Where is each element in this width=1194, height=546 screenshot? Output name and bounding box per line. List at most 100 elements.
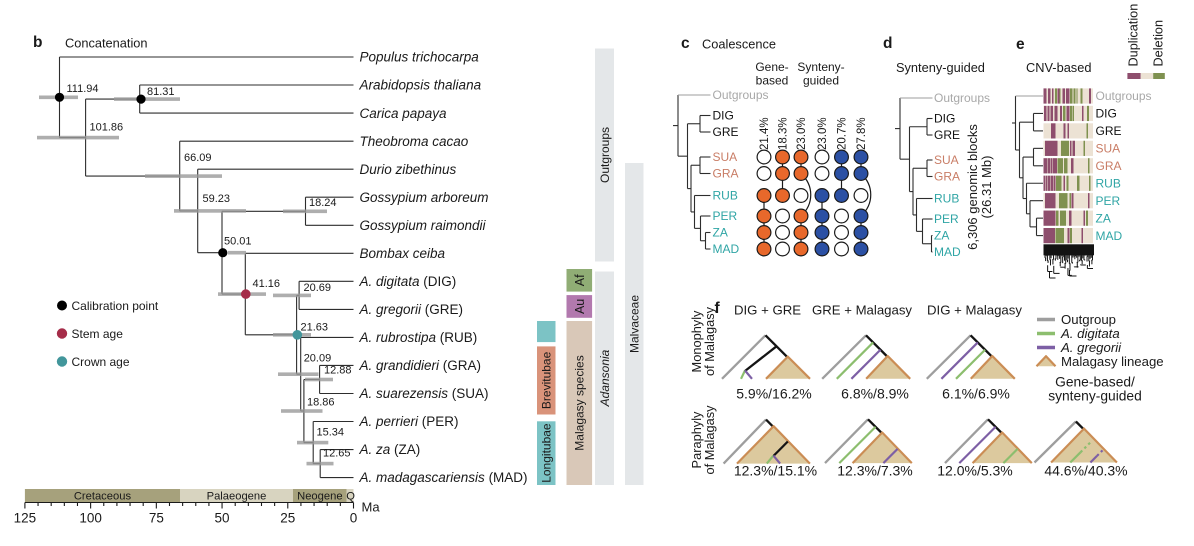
- svg-text:Ma: Ma: [362, 500, 381, 515]
- svg-text:81.31: 81.31: [147, 86, 175, 98]
- svg-text:66.09: 66.09: [184, 152, 212, 164]
- svg-text:A. suarezensis (SUA): A. suarezensis (SUA): [359, 386, 489, 401]
- svg-text:18.86: 18.86: [307, 397, 335, 409]
- svg-text:15.34: 15.34: [317, 427, 345, 439]
- svg-text:Outgroups: Outgroups: [1096, 89, 1152, 103]
- svg-text:SUA: SUA: [713, 150, 738, 164]
- svg-text:Adansonia: Adansonia: [598, 349, 612, 407]
- svg-text:0: 0: [350, 510, 358, 525]
- svg-text:A. madagascariensis (MAD): A. madagascariensis (MAD): [359, 470, 528, 485]
- svg-text:100: 100: [79, 510, 102, 525]
- svg-text:12.65: 12.65: [323, 448, 351, 460]
- svg-text:PER: PER: [713, 209, 738, 223]
- svg-text:23.0%: 23.0%: [796, 117, 808, 150]
- svg-text:CNV-based: CNV-based: [1026, 60, 1091, 75]
- svg-text:Bombax ceiba: Bombax ceiba: [360, 246, 446, 261]
- svg-text:ZA: ZA: [934, 229, 949, 243]
- svg-text:GRA: GRA: [934, 170, 960, 184]
- svg-text:101.86: 101.86: [90, 122, 124, 134]
- svg-text:75: 75: [149, 510, 164, 525]
- svg-text:Theobroma cacao: Theobroma cacao: [360, 134, 469, 149]
- svg-text:20.09: 20.09: [304, 353, 332, 365]
- svg-text:Longitubae: Longitubae: [540, 423, 554, 483]
- svg-text:Brevitubae: Brevitubae: [540, 351, 554, 409]
- svg-text:GRA: GRA: [1096, 159, 1122, 173]
- svg-text:Coalescence: Coalescence: [702, 37, 776, 52]
- svg-text:5.9%/16.2%: 5.9%/16.2%: [736, 386, 812, 402]
- svg-text:A. digitata (DIG): A. digitata (DIG): [359, 274, 457, 289]
- svg-text:Q: Q: [346, 491, 355, 503]
- svg-text:Neogene: Neogene: [297, 491, 342, 503]
- svg-text:(26.31 Mb): (26.31 Mb): [979, 156, 994, 219]
- svg-text:Au: Au: [573, 299, 587, 314]
- svg-text:Deletion: Deletion: [1152, 20, 1166, 67]
- svg-text:Outgroup: Outgroup: [1061, 312, 1116, 327]
- svg-text:based: based: [756, 74, 789, 88]
- svg-text:12.3%/15.1%: 12.3%/15.1%: [734, 463, 817, 479]
- svg-text:Outgroups: Outgroups: [598, 127, 612, 183]
- svg-text:41.16: 41.16: [253, 278, 281, 290]
- svg-text:6.8%/8.9%: 6.8%/8.9%: [841, 386, 909, 402]
- svg-text:ZA: ZA: [713, 226, 728, 240]
- svg-text:RUB: RUB: [713, 189, 738, 203]
- svg-text:Malagasy lineage: Malagasy lineage: [1061, 354, 1164, 369]
- svg-text:PER: PER: [1096, 194, 1121, 208]
- svg-text:PER: PER: [934, 212, 959, 226]
- svg-text:MAD: MAD: [713, 242, 740, 256]
- svg-text:DIG: DIG: [934, 112, 955, 126]
- svg-text:GRA: GRA: [713, 167, 739, 181]
- svg-text:MAD: MAD: [934, 245, 961, 259]
- svg-text:GRE + Malagasy: GRE + Malagasy: [812, 303, 912, 318]
- svg-text:A. digitata: A. digitata: [1060, 326, 1120, 341]
- svg-text:12.88: 12.88: [324, 365, 352, 377]
- svg-text:c: c: [681, 35, 690, 52]
- svg-text:25: 25: [280, 510, 295, 525]
- svg-text:Gene-: Gene-: [755, 60, 788, 74]
- svg-text:12.0%/5.3%: 12.0%/5.3%: [937, 463, 1013, 479]
- svg-text:Monophyly: Monophyly: [689, 310, 704, 372]
- svg-text:RUB: RUB: [934, 192, 959, 206]
- svg-text:6,306 genomic blocks: 6,306 genomic blocks: [965, 124, 980, 250]
- svg-text:12.3%/7.3%: 12.3%/7.3%: [837, 463, 913, 479]
- svg-text:of Malagasy: of Malagasy: [702, 306, 717, 376]
- svg-text:20.7%: 20.7%: [837, 117, 849, 150]
- svg-text:44.6%/40.3%: 44.6%/40.3%: [1044, 463, 1127, 479]
- svg-text:A. za (ZA): A. za (ZA): [359, 442, 421, 457]
- svg-text:synteny-guided: synteny-guided: [1048, 389, 1142, 404]
- svg-text:A. gregorii (GRE): A. gregorii (GRE): [359, 302, 464, 317]
- svg-text:Arabidopsis thaliana: Arabidopsis thaliana: [359, 78, 482, 93]
- svg-text:d: d: [883, 35, 892, 52]
- svg-text:21.63: 21.63: [301, 322, 329, 334]
- svg-text:Gossypium arboreum: Gossypium arboreum: [360, 190, 489, 205]
- svg-text:Durio zibethinus: Durio zibethinus: [360, 162, 457, 177]
- svg-text:Synteny-guided: Synteny-guided: [896, 60, 985, 75]
- svg-text:Cretaceous: Cretaceous: [74, 491, 132, 503]
- svg-text:MAD: MAD: [1096, 229, 1123, 243]
- svg-text:DIG: DIG: [1096, 107, 1117, 121]
- svg-text:50: 50: [215, 510, 230, 525]
- svg-text:18.24: 18.24: [309, 197, 337, 209]
- svg-text:f: f: [715, 300, 721, 317]
- svg-text:A. gregorii: A. gregorii: [1060, 340, 1122, 355]
- svg-text:DIG + Malagasy: DIG + Malagasy: [927, 303, 1022, 318]
- svg-text:GRE: GRE: [934, 128, 960, 142]
- svg-text:ZA: ZA: [1096, 211, 1111, 225]
- svg-text:Paraphyly: Paraphyly: [689, 411, 704, 469]
- svg-text:DIG + GRE: DIG + GRE: [734, 303, 801, 318]
- svg-text:Palaeogene: Palaeogene: [207, 491, 267, 503]
- svg-text:20.69: 20.69: [304, 282, 332, 294]
- svg-text:A. perrieri (PER): A. perrieri (PER): [359, 414, 459, 429]
- svg-text:Concatenation: Concatenation: [65, 36, 148, 51]
- svg-text:e: e: [1016, 36, 1025, 53]
- svg-text:Gossypium raimondii: Gossypium raimondii: [360, 218, 487, 233]
- svg-text:Populus trichocarpa: Populus trichocarpa: [360, 50, 480, 65]
- svg-text:27.8%: 27.8%: [856, 117, 868, 150]
- svg-text:59.23: 59.23: [203, 193, 231, 205]
- svg-text:125: 125: [14, 510, 37, 525]
- svg-text:23.0%: 23.0%: [817, 117, 829, 150]
- svg-text:GRE: GRE: [1096, 124, 1122, 138]
- svg-text:of Malagasy: of Malagasy: [702, 405, 717, 475]
- svg-text:guided: guided: [803, 74, 839, 88]
- svg-text:Gene-based/: Gene-based/: [1055, 375, 1135, 390]
- svg-text:Calibration point: Calibration point: [72, 299, 159, 313]
